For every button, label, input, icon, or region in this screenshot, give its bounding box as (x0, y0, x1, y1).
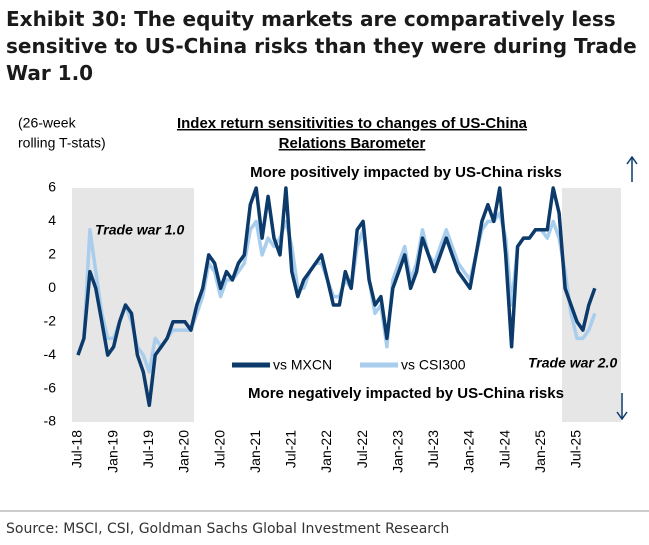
annotation-trade-war-1: Trade war 1.0 (95, 222, 184, 238)
annotation-trade-war-2: Trade war 2.0 (528, 355, 617, 371)
subtitle-line: Index return sensitivities to changes of… (177, 115, 528, 132)
y-tick-label: 6 (48, 179, 56, 195)
y-tick-label: -4 (44, 346, 57, 362)
legend-label: vs CSI300 (401, 357, 466, 373)
x-tick-label: Jan-23 (389, 430, 405, 473)
x-tick-label: Jul-24 (496, 430, 512, 468)
x-tick-label: Jan-21 (247, 430, 263, 473)
source: Source: MSCI, CSI, Goldman Sachs Global … (6, 521, 449, 537)
x-tick-label: Jan-25 (532, 430, 548, 473)
title-line: War 1.0 (6, 61, 93, 85)
title-line: Exhibit 30: The equity markets are compa… (6, 7, 616, 31)
title-line: sensitive to US-China risks than they we… (6, 34, 637, 58)
y-tick-label: 4 (48, 212, 56, 228)
x-tick-label: Jan-19 (104, 430, 120, 473)
x-tick-label: Jul-23 (425, 430, 441, 468)
arrow-down (616, 393, 628, 421)
y-tick-label: 0 (48, 279, 56, 295)
x-tick-label: Jul-22 (354, 430, 370, 468)
annotation-top: More positively impacted by US-China ris… (250, 164, 562, 181)
x-tick-label: Jan-22 (318, 430, 334, 473)
x-tick-label: Jul-21 (283, 430, 299, 468)
x-tick-label: Jul-19 (140, 430, 156, 468)
legend-label: vs MXCN (273, 357, 332, 373)
y-label-line: (26-week (18, 115, 77, 131)
y-label-line: rolling T-stats) (18, 135, 106, 151)
trade-war-1-shade (72, 188, 194, 422)
x-tick-label: Jul-20 (211, 430, 227, 468)
annotation-bottom: More negatively impacted by US-China ris… (248, 385, 564, 402)
subtitle-line: Relations Barometer (279, 135, 426, 152)
y-tick-label: -2 (44, 312, 57, 328)
x-tick-label: Jan-24 (461, 430, 477, 473)
x-tick-label: Jul-18 (69, 430, 85, 468)
y-tick-label: -8 (44, 413, 57, 429)
arrow-up (626, 155, 638, 182)
y-tick-label: 2 (48, 246, 56, 262)
x-tick-label: Jul-25 (568, 430, 584, 468)
series-line (76, 186, 597, 408)
x-tick-label: Jan-20 (176, 430, 192, 473)
y-tick-label: -6 (44, 379, 57, 395)
